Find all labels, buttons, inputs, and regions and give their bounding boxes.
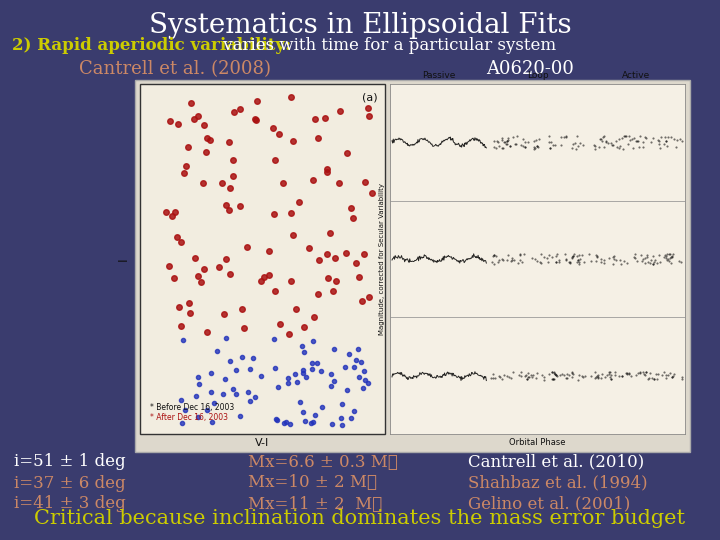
Text: Passive: Passive bbox=[423, 71, 456, 80]
Text: Critical because inclination dominates the mass error budget: Critical because inclination dominates t… bbox=[35, 509, 685, 528]
Text: i=41 ± 3 deg: i=41 ± 3 deg bbox=[14, 496, 126, 512]
FancyBboxPatch shape bbox=[390, 201, 685, 318]
Text: I: I bbox=[117, 257, 130, 261]
Text: * After Dec 16, 2003: * After Dec 16, 2003 bbox=[150, 413, 228, 422]
Text: Mx=10 ± 2 M☉: Mx=10 ± 2 M☉ bbox=[248, 475, 377, 491]
Text: Gelino et al. (2001): Gelino et al. (2001) bbox=[468, 496, 631, 512]
Text: Magnitude, corrected for Secular Variability: Magnitude, corrected for Secular Variabi… bbox=[379, 183, 385, 335]
Text: V-I: V-I bbox=[255, 438, 269, 448]
FancyBboxPatch shape bbox=[390, 318, 685, 434]
FancyBboxPatch shape bbox=[135, 80, 690, 452]
Text: Orbital Phase: Orbital Phase bbox=[509, 438, 565, 447]
Text: (a): (a) bbox=[362, 92, 378, 102]
Text: Active: Active bbox=[621, 71, 650, 80]
Text: Mx=6.6 ± 0.3 M☉: Mx=6.6 ± 0.3 M☉ bbox=[248, 454, 398, 470]
FancyBboxPatch shape bbox=[390, 84, 685, 434]
Text: i=37 ± 6 deg: i=37 ± 6 deg bbox=[14, 475, 125, 491]
Text: Mx=11 ± 2  M☉: Mx=11 ± 2 M☉ bbox=[248, 496, 382, 512]
Text: Loop: Loop bbox=[527, 71, 549, 80]
Text: i=51 ± 1 deg: i=51 ± 1 deg bbox=[14, 454, 125, 470]
Text: A0620-00: A0620-00 bbox=[486, 60, 574, 78]
Text: Systematics in Ellipsoidal Fits: Systematics in Ellipsoidal Fits bbox=[149, 12, 571, 39]
Text: 2) Rapid aperiodic variability:: 2) Rapid aperiodic variability: bbox=[12, 37, 291, 54]
Text: Cantrell et al. (2010): Cantrell et al. (2010) bbox=[468, 454, 644, 470]
FancyBboxPatch shape bbox=[390, 84, 685, 201]
Text: Cantrell et al. (2008): Cantrell et al. (2008) bbox=[79, 60, 271, 78]
Text: varies with time for a particular system: varies with time for a particular system bbox=[218, 37, 556, 54]
Text: * Before Dec 16, 2003: * Before Dec 16, 2003 bbox=[150, 403, 234, 412]
Text: Shahbaz et al. (1994): Shahbaz et al. (1994) bbox=[468, 475, 647, 491]
FancyBboxPatch shape bbox=[140, 84, 385, 434]
